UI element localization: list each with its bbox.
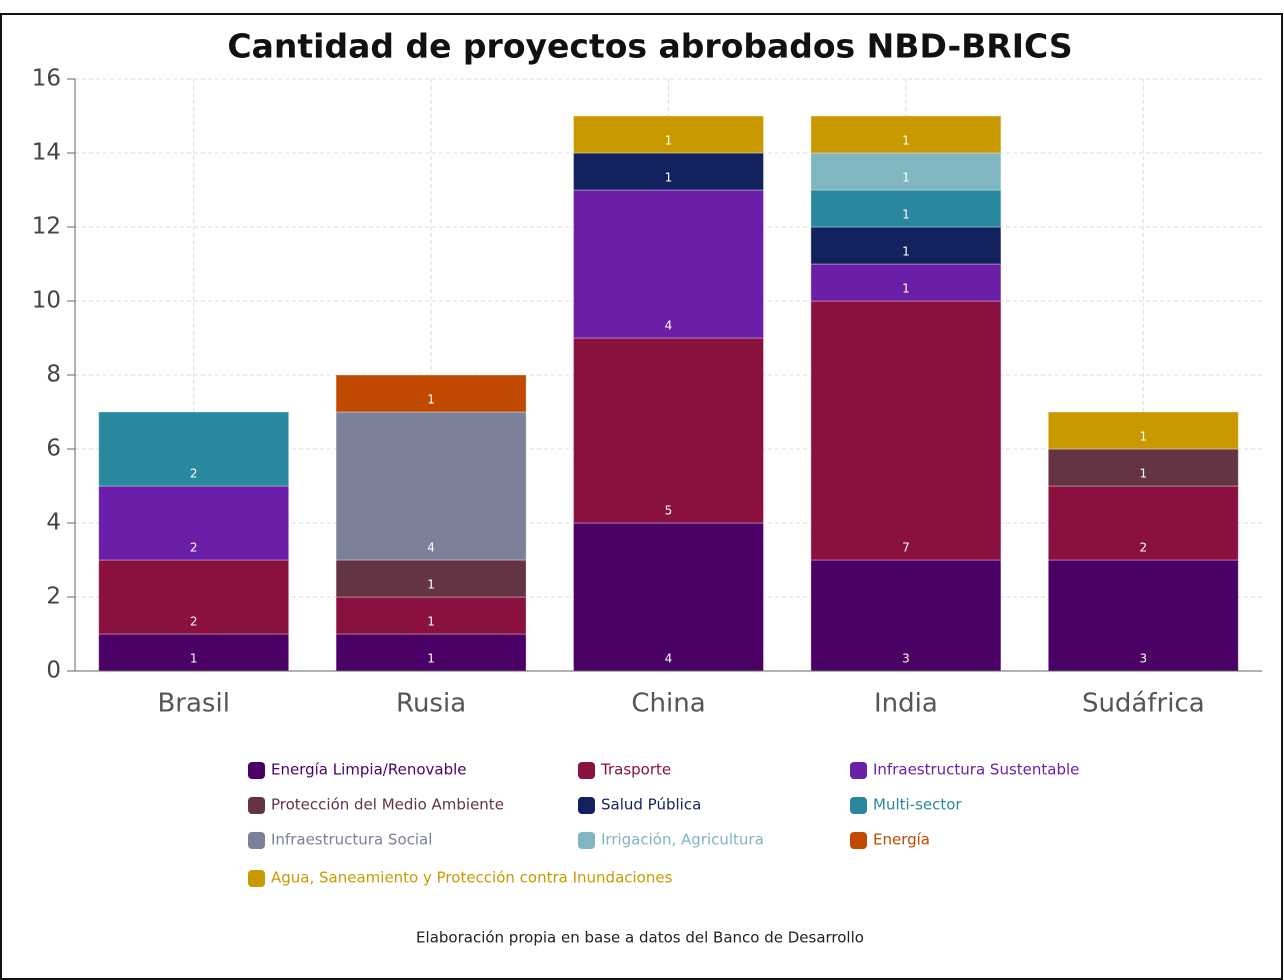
data-label: 2 — [190, 467, 198, 481]
data-label: 4 — [665, 652, 673, 666]
legend-label: Salud Pública — [601, 796, 701, 814]
data-label: 1 — [665, 134, 673, 148]
data-label: 1 — [902, 208, 910, 222]
data-label: 3 — [1139, 652, 1147, 666]
bar-segment — [98, 559, 290, 635]
data-label: 5 — [665, 504, 673, 518]
data-label: 1 — [427, 615, 435, 629]
bar-segment — [573, 337, 764, 524]
data-label: 1 — [427, 652, 435, 666]
legend-swatch — [578, 762, 595, 779]
legend-label: Energía Limpia/Renovable — [271, 761, 466, 779]
legend-label: Trasporte — [600, 761, 671, 779]
y-tick-label: 10 — [32, 288, 61, 314]
bar-segment — [98, 633, 290, 672]
data-label: 2 — [190, 541, 198, 555]
data-label: 4 — [665, 319, 673, 333]
x-tick-label: Sudáfrica — [1082, 689, 1205, 719]
legend-swatch — [248, 832, 265, 849]
data-label: 1 — [190, 652, 198, 666]
legend-label: Energía — [873, 831, 930, 849]
caption: Elaboración propia en base a datos del B… — [416, 929, 864, 947]
data-label: 3 — [902, 652, 910, 666]
data-label: 4 — [427, 541, 435, 555]
chart-title: Cantidad de proyectos abrobados NBD-BRIC… — [227, 27, 1072, 66]
y-tick-label: 6 — [46, 436, 61, 462]
data-label: 1 — [902, 171, 910, 185]
bar-segment — [1047, 559, 1239, 672]
bar-segment — [810, 300, 1002, 561]
y-tick-label: 0 — [46, 658, 61, 684]
data-label: 1 — [902, 134, 910, 148]
legend-label: Multi-sector — [873, 796, 962, 814]
data-label: 1 — [427, 393, 435, 407]
y-tick-label: 16 — [32, 66, 61, 92]
y-tick-label: 4 — [46, 510, 61, 536]
legend-swatch — [248, 762, 265, 779]
y-tick-label: 12 — [32, 214, 61, 240]
x-tick-label: China — [631, 689, 705, 719]
y-tick-label: 14 — [32, 140, 61, 166]
legend-label: Protección del Medio Ambiente — [271, 796, 504, 814]
bar-segment — [810, 559, 1002, 672]
bar-segment — [573, 115, 764, 154]
legend-label: Agua, Saneamiento y Protección contra In… — [271, 869, 673, 887]
bar-segment — [98, 411, 290, 487]
data-label: 2 — [190, 615, 198, 629]
data-label: 2 — [1139, 541, 1147, 555]
bar-segment — [335, 374, 527, 413]
bar-segment — [810, 189, 1002, 228]
data-label: 1 — [665, 171, 673, 185]
legend-swatch — [850, 762, 867, 779]
legend-swatch — [248, 870, 265, 887]
legend-swatch — [850, 797, 867, 814]
bar-segment — [573, 189, 764, 339]
legend-swatch — [850, 832, 867, 849]
data-label: 1 — [1139, 430, 1147, 444]
data-label: 7 — [902, 541, 910, 555]
y-tick-label: 8 — [46, 362, 61, 388]
bar-segment — [335, 411, 527, 561]
x-tick-label: Brasil — [157, 689, 229, 719]
bar-segment — [335, 596, 527, 635]
bar-segment — [810, 226, 1002, 265]
data-label: 1 — [902, 245, 910, 259]
bar-segment — [1047, 411, 1239, 450]
x-tick-label: India — [874, 689, 938, 719]
legend-swatch — [578, 832, 595, 849]
legend-label: Irrigación, Agricultura — [601, 831, 764, 849]
bar-segment — [335, 559, 527, 598]
legend-swatch — [578, 797, 595, 814]
y-tick-label: 2 — [46, 584, 61, 610]
bar-segment — [573, 522, 764, 672]
bar-segment — [573, 152, 764, 191]
legend-label: Infraestructura Sustentable — [873, 761, 1079, 779]
bar-segment — [1047, 485, 1239, 561]
data-label: 1 — [1139, 467, 1147, 481]
x-tick-label: Rusia — [396, 689, 466, 719]
bar-segment — [810, 152, 1002, 191]
legend-swatch — [248, 797, 265, 814]
bar-segment — [1047, 448, 1239, 487]
bar-segment — [810, 115, 1002, 154]
data-label: 1 — [427, 578, 435, 592]
legend-label: Infraestructura Social — [271, 831, 432, 849]
data-label: 1 — [902, 282, 910, 296]
